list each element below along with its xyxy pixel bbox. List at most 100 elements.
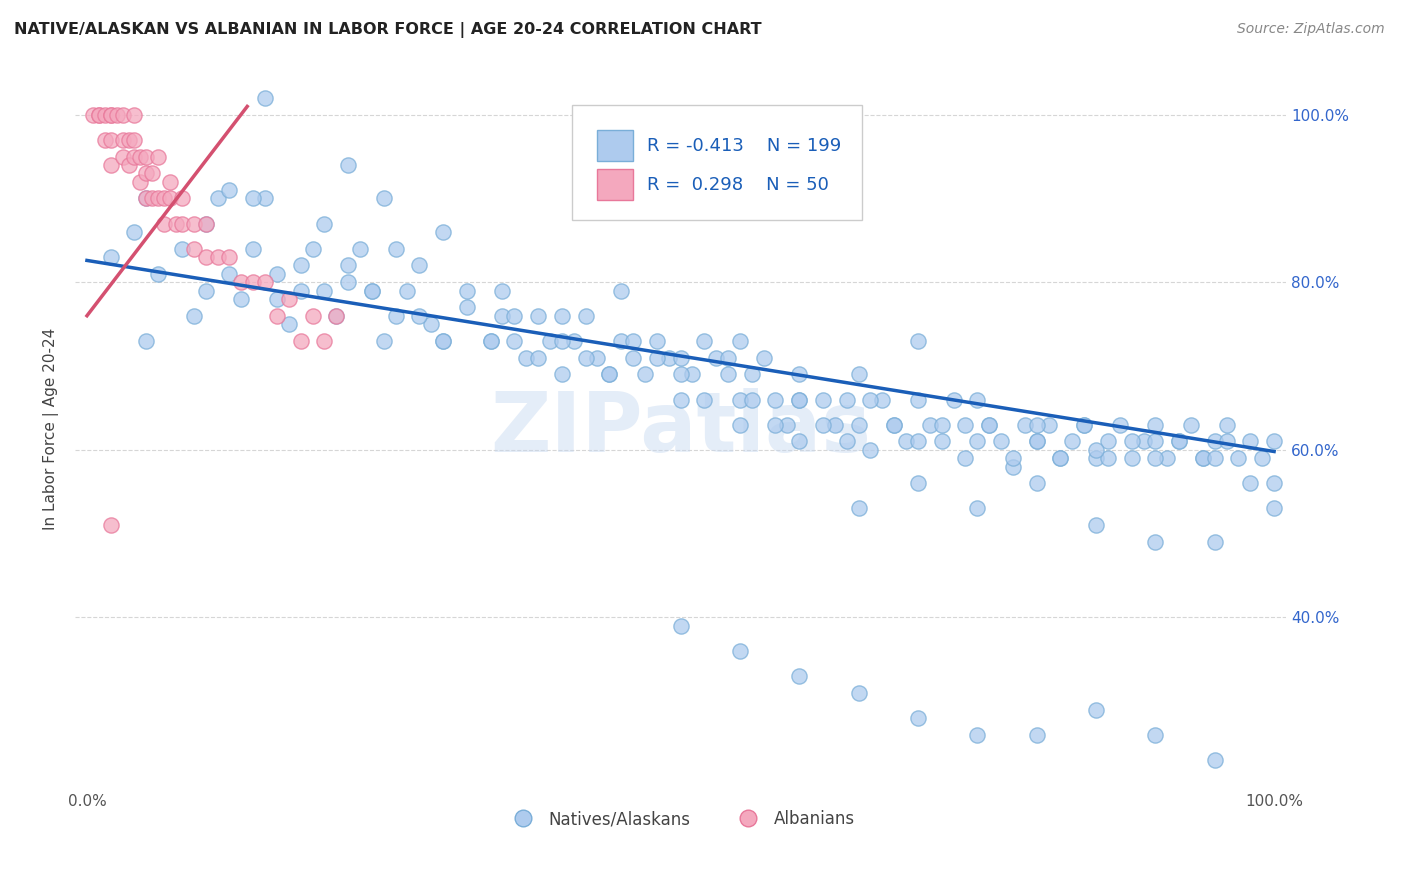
- Point: [787, 669, 810, 683]
- FancyBboxPatch shape: [598, 129, 633, 161]
- Text: R =  0.298    N = 50: R = 0.298 N = 50: [647, 176, 828, 194]
- Point: [1025, 476, 1047, 491]
- Point: [776, 417, 799, 432]
- Point: [1204, 451, 1226, 466]
- Point: [141, 166, 163, 180]
- Point: [503, 309, 526, 323]
- Point: [325, 309, 347, 323]
- Point: [87, 107, 110, 121]
- Point: [432, 334, 454, 348]
- Point: [1239, 434, 1261, 449]
- Point: [907, 334, 929, 348]
- Point: [1097, 434, 1119, 449]
- Point: [1025, 434, 1047, 449]
- Point: [314, 217, 336, 231]
- Point: [1144, 728, 1167, 742]
- Point: [170, 191, 193, 205]
- Point: [598, 368, 620, 382]
- Point: [966, 434, 988, 449]
- Point: [1144, 451, 1167, 466]
- Point: [491, 284, 513, 298]
- Point: [170, 217, 193, 231]
- Legend: Natives/Alaskans, Albanians: Natives/Alaskans, Albanians: [499, 804, 862, 835]
- Point: [883, 417, 905, 432]
- Point: [170, 242, 193, 256]
- Point: [124, 225, 146, 239]
- Point: [693, 392, 716, 407]
- Point: [432, 334, 454, 348]
- Point: [848, 501, 870, 516]
- Point: [290, 259, 312, 273]
- Point: [503, 334, 526, 348]
- Point: [787, 392, 810, 407]
- Point: [551, 368, 574, 382]
- Point: [266, 292, 288, 306]
- Point: [1121, 451, 1143, 466]
- Text: ZIPatlas: ZIPatlas: [491, 388, 872, 469]
- Point: [574, 351, 596, 365]
- Text: NATIVE/ALASKAN VS ALBANIAN IN LABOR FORCE | AGE 20-24 CORRELATION CHART: NATIVE/ALASKAN VS ALBANIAN IN LABOR FORC…: [14, 22, 762, 38]
- Point: [148, 191, 170, 205]
- Point: [100, 158, 122, 172]
- Point: [420, 317, 443, 331]
- Point: [1251, 451, 1274, 466]
- Point: [349, 242, 371, 256]
- Point: [135, 191, 157, 205]
- Point: [979, 417, 1001, 432]
- Point: [1073, 417, 1095, 432]
- Point: [811, 417, 834, 432]
- Point: [100, 107, 122, 121]
- Point: [728, 392, 751, 407]
- Point: [360, 284, 382, 298]
- Point: [658, 351, 681, 365]
- FancyBboxPatch shape: [598, 169, 633, 201]
- Point: [135, 166, 157, 180]
- Point: [242, 191, 264, 205]
- Point: [1085, 451, 1108, 466]
- Point: [1025, 728, 1047, 742]
- Point: [242, 242, 264, 256]
- Point: [538, 334, 561, 348]
- Point: [1038, 417, 1060, 432]
- Point: [966, 501, 988, 516]
- Point: [966, 728, 988, 742]
- Point: [1132, 434, 1154, 449]
- Point: [129, 175, 152, 189]
- Point: [1121, 434, 1143, 449]
- Point: [787, 434, 810, 449]
- Point: [111, 133, 134, 147]
- Point: [479, 334, 502, 348]
- Point: [117, 133, 139, 147]
- Point: [207, 191, 229, 205]
- Point: [717, 368, 740, 382]
- Point: [835, 392, 858, 407]
- Point: [918, 417, 941, 432]
- Point: [100, 107, 122, 121]
- Point: [1073, 417, 1095, 432]
- Point: [669, 368, 692, 382]
- Point: [1204, 434, 1226, 449]
- Point: [669, 619, 692, 633]
- Point: [194, 217, 217, 231]
- Point: [681, 368, 703, 382]
- Point: [931, 434, 953, 449]
- Point: [1014, 417, 1036, 432]
- Point: [129, 149, 152, 163]
- Point: [408, 259, 430, 273]
- Point: [1263, 434, 1285, 449]
- Point: [1239, 476, 1261, 491]
- Point: [1097, 451, 1119, 466]
- Point: [432, 225, 454, 239]
- Point: [704, 351, 727, 365]
- Point: [527, 309, 550, 323]
- Point: [966, 392, 988, 407]
- Point: [218, 267, 240, 281]
- Point: [883, 417, 905, 432]
- Point: [183, 217, 205, 231]
- Point: [337, 259, 360, 273]
- Point: [1085, 703, 1108, 717]
- Point: [1144, 417, 1167, 432]
- Point: [301, 242, 323, 256]
- Point: [872, 392, 894, 407]
- Point: [728, 644, 751, 658]
